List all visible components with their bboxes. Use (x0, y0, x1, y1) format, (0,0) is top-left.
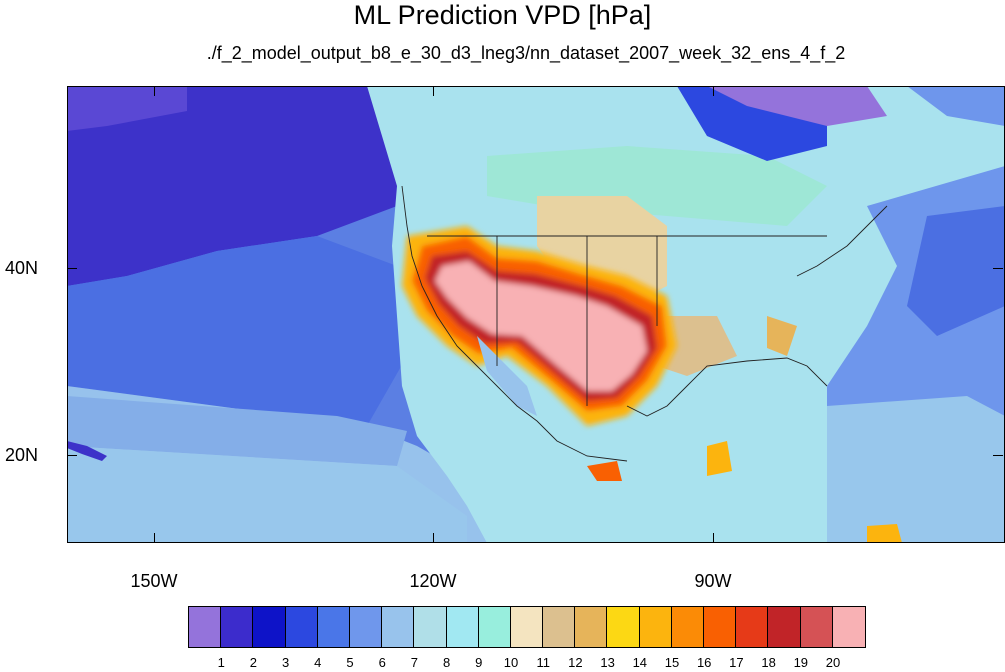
vpd-colorbar (188, 606, 866, 648)
colorbar-label: 17 (729, 655, 744, 670)
colorbar-swatch (253, 607, 286, 647)
mexico-hot-spot (587, 461, 622, 481)
colorbar-swatch (607, 607, 640, 647)
colorbar-label: 3 (281, 655, 290, 670)
colorbar-label: 11 (536, 655, 550, 670)
colorbar-label: 12 (568, 655, 583, 670)
arctic-field (707, 86, 887, 126)
colorbar-swatch (414, 607, 447, 647)
lon-label-120w: 120W (409, 571, 457, 591)
colorbar-label: 16 (696, 655, 712, 670)
mid-pacific-field (67, 236, 407, 426)
hawaii-islands (67, 441, 107, 461)
vpd-map-svg (67, 86, 1005, 543)
north-pacific-low-vpd (67, 86, 397, 286)
colorbar-swatch (478, 607, 511, 647)
colorbar-label: 7 (410, 655, 418, 670)
colorbar-swatch (800, 607, 833, 647)
colorbar-label: 20 (825, 655, 841, 670)
southeast-dry-spot (767, 316, 797, 356)
southern-pacific-band (67, 446, 467, 543)
colorbar-label: 5 (346, 655, 354, 670)
lon-tick-150-top (154, 86, 155, 96)
yucatan-hot-spot (707, 441, 732, 476)
vpd-map (67, 86, 1005, 543)
colorbar-label: 14 (632, 655, 648, 670)
south-america-hot-spot (867, 524, 902, 543)
lat-tick-40-right (993, 268, 1003, 269)
lon-label-150w: 150W (130, 571, 178, 591)
colorbar-label: 19 (793, 655, 809, 670)
colorbar-label: 4 (314, 655, 322, 670)
colorbar-swatch (446, 607, 479, 647)
map-subtitle: ./f_2_model_output_b8_e_30_d3_lneg3/nn_d… (206, 43, 846, 63)
colorbar-label: 15 (664, 655, 680, 670)
caribbean-field (827, 396, 1005, 543)
colorbar-label: 18 (761, 655, 776, 670)
lon-tick-150 (154, 533, 155, 543)
colorbar-label: 2 (249, 655, 257, 670)
lon-label-90w: 90W (694, 571, 732, 591)
pacific-band (67, 396, 407, 466)
colorbar-swatch (543, 607, 576, 647)
colorbar-swatch (704, 607, 737, 647)
lat-tick-20 (67, 455, 77, 456)
colorbar-swatch (671, 607, 704, 647)
lat-tick-40 (67, 268, 77, 269)
north-atlantic-band (907, 206, 1005, 336)
colorbar-label: 1 (217, 655, 225, 670)
lon-tick-120 (433, 533, 434, 543)
labrador-field (907, 86, 1005, 126)
colorbar-swatch (317, 607, 350, 647)
map-title: ML Prediction VPD [hPa] (353, 0, 652, 30)
boundary-lines (401, 185, 888, 462)
colorbar-label: 8 (442, 655, 451, 670)
colorbar-swatch (510, 607, 544, 647)
gulf-of-california (477, 336, 537, 416)
colorbar-label: 9 (475, 655, 483, 670)
colorbar-swatch (639, 607, 672, 647)
colorbar-swatch (736, 607, 769, 647)
lon-tick-120-top (433, 86, 434, 96)
colorbar-swatch (575, 607, 608, 647)
colorbar-swatch (189, 607, 222, 647)
lat-tick-20-right (993, 455, 1003, 456)
lon-tick-90 (713, 533, 714, 543)
lon-tick-90-top (713, 86, 714, 96)
colorbar-swatch (221, 607, 254, 647)
colorbar-swatch (285, 607, 318, 647)
colorbar-swatch (382, 607, 415, 647)
southwest-high-vpd (402, 226, 677, 426)
lat-label-40: 40N (4, 258, 38, 278)
colorbar-swatch (768, 607, 801, 647)
colorbar-label: 13 (600, 655, 615, 670)
colorbar-label: 6 (378, 655, 386, 670)
colorbar-swatch (349, 607, 383, 647)
colorbar-swatch (832, 607, 865, 647)
gulf-alaska-field (67, 86, 187, 131)
colorbar-labels: 1 2 3 4 5 6 7 8 9 10 11 12 13 14 15 16 17 18 19 20 (0, 655, 1005, 671)
lat-label-20: 20N (4, 445, 38, 465)
colorbar-label: 10 (503, 655, 519, 670)
